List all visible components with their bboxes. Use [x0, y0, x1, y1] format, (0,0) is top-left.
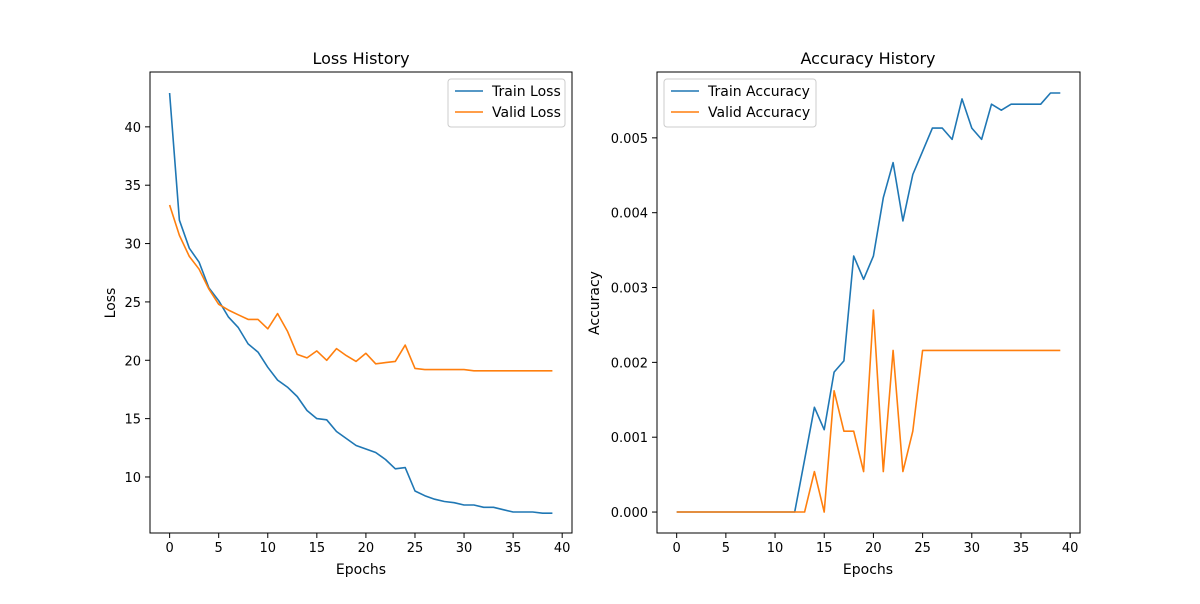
- y-tick-label: 20: [124, 354, 141, 369]
- valid-loss-line: [168, 204, 553, 372]
- series-layer: [168, 92, 553, 515]
- y-tick-label: 25: [124, 296, 141, 311]
- y-axis-label: Accuracy: [587, 271, 603, 335]
- legend-box: [663, 78, 817, 128]
- x-tick-label: 40: [1062, 541, 1079, 556]
- legend-label: Valid Accuracy: [708, 105, 810, 121]
- x-tick-label: 40: [554, 541, 571, 556]
- plot-frame: [656, 71, 1081, 534]
- y-tick-label: 0.005: [611, 132, 648, 147]
- x-tick-label: 20: [358, 541, 375, 556]
- x-tick-label: 15: [309, 541, 326, 556]
- x-tick-label: 30: [964, 541, 981, 556]
- y-tick-label: 0.003: [611, 282, 648, 297]
- x-tick-label: 15: [816, 541, 833, 556]
- x-tick-label: 25: [407, 541, 424, 556]
- y-tick-label: 0.000: [611, 506, 648, 521]
- legend: Train Loss Valid Loss: [447, 78, 566, 128]
- y-axis-label: Loss: [103, 288, 119, 319]
- x-tick-label: 25: [914, 541, 931, 556]
- y-tick-label: 0.002: [611, 356, 648, 371]
- legend-label: Train Accuracy: [707, 84, 810, 100]
- x-tick-label: 10: [259, 541, 276, 556]
- x-tick-label: 0: [165, 541, 173, 556]
- x-tick-label: 30: [456, 541, 473, 556]
- chart-title: Accuracy History: [800, 49, 935, 68]
- train-loss-line: [168, 92, 553, 515]
- y-tick-label: 10: [124, 471, 141, 486]
- series-layer: [676, 92, 1061, 513]
- ticks: 0 5 10 15 20 25 30 35 40 10 15 20 25 30 35 40: [124, 121, 570, 556]
- x-tick-label: 0: [673, 541, 681, 556]
- y-tick-label: 30: [124, 238, 141, 253]
- x-tick-label: 10: [767, 541, 784, 556]
- y-tick-label: 15: [124, 413, 141, 428]
- y-tick-label: 0.001: [611, 431, 648, 446]
- x-tick-label: 35: [1013, 541, 1030, 556]
- y-tick-label: 35: [124, 179, 141, 194]
- plot-frame: [149, 71, 573, 534]
- x-tick-label: 5: [215, 541, 223, 556]
- valid-accuracy-line: [676, 309, 1061, 513]
- legend: Train Accuracy Valid Accuracy: [663, 78, 817, 128]
- legend-label: Valid Loss: [492, 105, 561, 121]
- x-axis-label: Epochs: [336, 562, 386, 578]
- accuracy-history-chart: Accuracy History Epochs Accuracy 0 5 10 15 2…: [587, 49, 1081, 578]
- legend-label: Train Loss: [491, 84, 561, 100]
- x-tick-label: 5: [722, 541, 730, 556]
- ticks: 0 5 10 15 20 25 30 35 40 0.000 0.001 0.002 0.003 0.00…: [611, 132, 1079, 556]
- y-tick-label: 40: [124, 121, 141, 136]
- x-tick-label: 35: [505, 541, 522, 556]
- chart-title: Loss History: [312, 49, 409, 68]
- loss-history-chart: Loss History Epochs Loss 0 5 10 15 20 25 30 35 4…: [103, 49, 573, 578]
- y-tick-label: 0.004: [611, 207, 648, 222]
- x-tick-label: 20: [865, 541, 882, 556]
- x-axis-label: Epochs: [843, 562, 893, 578]
